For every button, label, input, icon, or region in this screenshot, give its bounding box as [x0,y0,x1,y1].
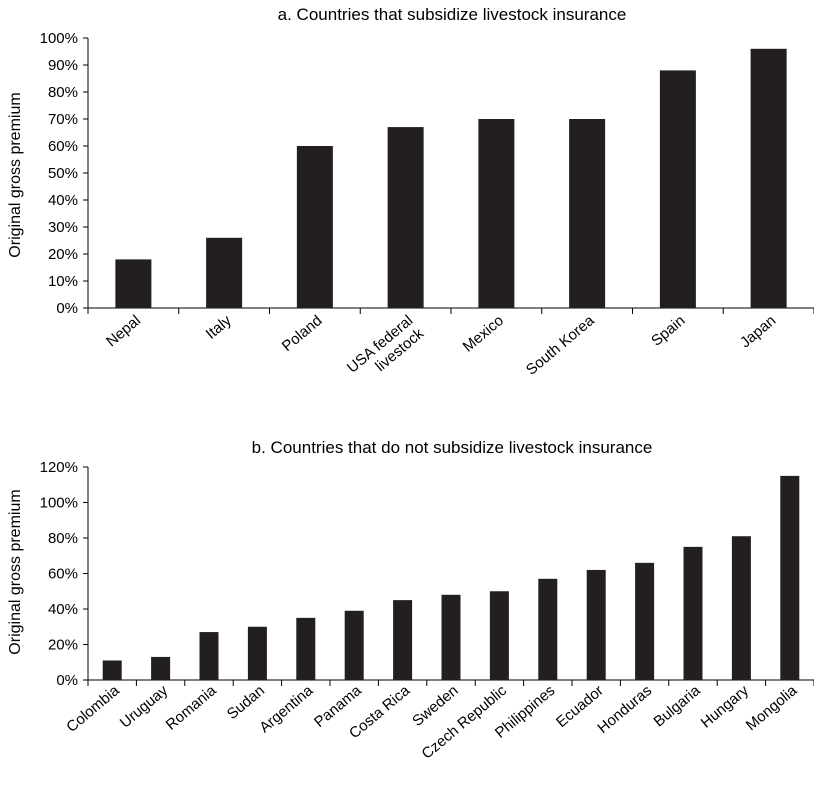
chart-b-category-label: Honduras [594,682,655,737]
chart-b-y-tick-label: 120% [40,459,78,476]
chart-b-y-axis-label: Original gross premium [7,489,24,654]
chart-a-category-label: Spain [648,312,688,350]
chart-a-bar [750,48,787,309]
chart-a-bar [478,119,515,308]
chart-a-bar [569,119,606,308]
chart-b-bar [780,475,800,680]
chart-a-category-label: Japan [737,312,779,351]
chart-a-title: a. Countries that subsidize livestock in… [278,5,627,24]
chart-a-category-label: Poland [279,312,326,355]
chart-a-bar [387,127,424,308]
chart-b-y-tick-label: 60% [48,566,78,583]
chart-a-bar [115,259,152,308]
chart-b-category-label: Romania [163,682,220,734]
chart-a-y-tick-label: 20% [48,246,78,263]
chart-a-y-tick-label: 40% [48,192,78,209]
chart-b-title: b. Countries that do not subsidize lives… [252,438,653,457]
chart-a-y-tick-label: 0% [56,300,78,317]
chart-b-bar [296,617,316,680]
chart-b-category-label: Mongolia [743,682,801,735]
chart-b-bar [586,569,606,680]
chart-b-category-label: Sudan [224,682,268,723]
chart-a-y-tick-label: 100% [40,30,78,47]
chart-b-bar [151,656,171,680]
chart-b-bar [538,578,558,680]
chart-a-category-label: USA federallivestock [344,312,428,390]
chart-b-bar [102,660,122,680]
chart-a-bar [296,146,333,308]
chart-a: a. Countries that subsidize livestock in… [7,5,814,390]
chart-b-bar [683,546,703,680]
chart-b-bar [393,600,413,680]
chart-a-category-label: South Korea [523,312,598,379]
chart-b: b. Countries that do not subsidize lives… [7,438,814,763]
chart-b-category-label: Uruguay [117,682,172,732]
chart-b-y-tick-label: 20% [48,637,78,654]
chart-a-y-tick-label: 90% [48,57,78,74]
chart-a-y-tick-label: 10% [48,273,78,290]
chart-a-y-tick-label: 30% [48,219,78,236]
chart-a-bar [206,237,243,308]
chart-a-bar [659,70,696,309]
chart-a-y-tick-label: 60% [48,138,78,155]
chart-b-bar [247,626,267,680]
chart-a-y-tick-label: 70% [48,111,78,128]
chart-b-category-label: Bulgaria [650,682,704,731]
chart-b-y-tick-label: 0% [56,672,78,689]
chart-a-y-tick-label: 50% [48,165,78,182]
chart-a-category-label: Italy [203,312,235,343]
chart-a-y-tick-label: 80% [48,84,78,101]
chart-a-category-label: Mexico [460,312,507,356]
chart-b-y-tick-label: 40% [48,601,78,618]
chart-b-category-label: Czech Republic [419,682,511,763]
chart-b-bar [441,594,461,680]
chart-b-bar [344,610,364,680]
chart-b-y-tick-label: 80% [48,530,78,547]
chart-b-category-label: Colombia [63,682,123,736]
chart-a-category-label: Nepal [103,312,144,350]
chart-b-category-label: Argentina [256,682,317,737]
chart-a-y-axis-label: Original gross premium [7,92,24,257]
chart-b-bar [731,536,751,680]
chart-b-bar [635,562,655,680]
chart-b-y-tick-label: 100% [40,495,78,512]
chart-b-bar [489,591,509,680]
chart-b-bar [199,632,219,680]
